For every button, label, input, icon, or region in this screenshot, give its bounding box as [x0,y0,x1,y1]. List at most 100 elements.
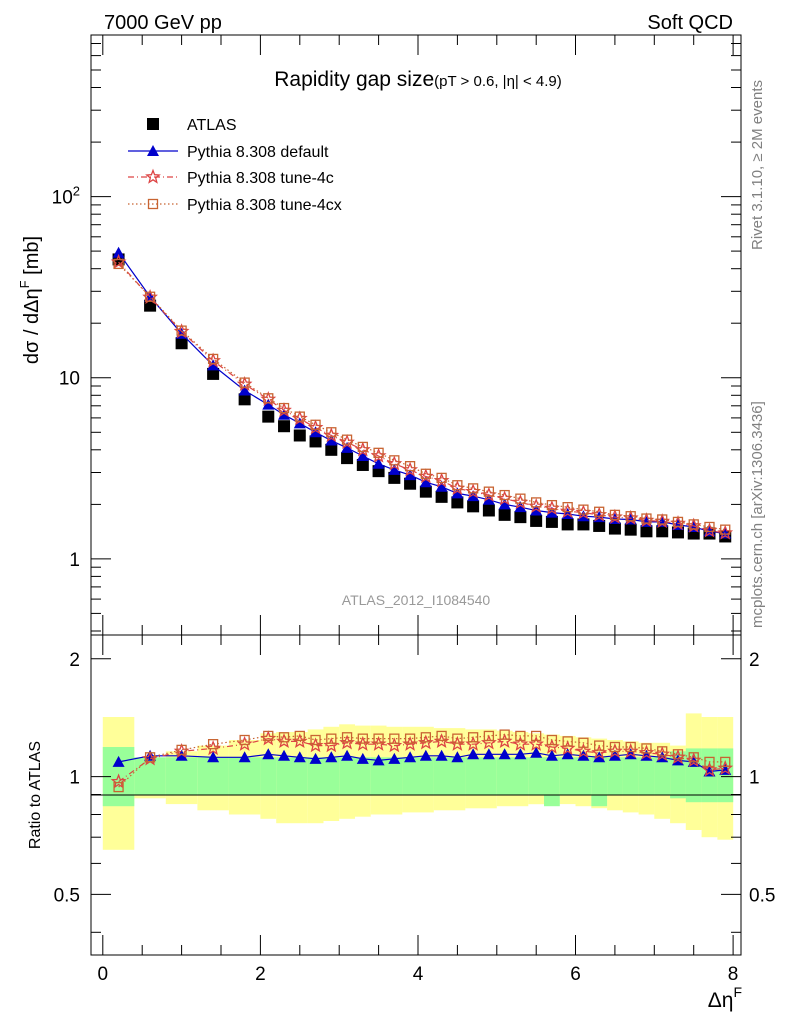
main-series-2-point [467,490,480,502]
main-series-4-point [515,493,526,504]
stat-band-bin [197,757,229,795]
stat-band-bin [481,757,497,795]
main-series-1-point [640,525,653,538]
stat-band-bin [449,757,466,795]
main-series-1-point [309,435,322,448]
stat-band-bin [386,757,403,795]
stat-band-bin [307,757,324,795]
main-series-2-point [238,384,251,396]
ratio-series-1-point [356,752,369,764]
ratio-series-3-point [176,744,187,756]
main-series-4-point [278,402,290,414]
main-series-2-point [293,417,306,429]
main-y-tick-label-exponent: 2 [73,184,80,199]
stat-band-bin [559,757,576,795]
main-series-1-point [175,337,188,350]
main-series-4-point [578,504,589,515]
ratio-series-1-point [593,751,606,763]
main-series-4-point [531,497,542,508]
main-series-2-point [341,441,354,453]
main-series-1-point [356,458,369,471]
ratio-series-1-point [482,748,495,760]
stat-band-bin [496,757,513,795]
stat-band-bin [512,757,529,795]
stat-band-bin [544,757,560,807]
ratio-series-1-point [278,749,291,761]
stat-band-bin [528,757,545,795]
stat-band-bin [134,757,166,795]
main-series-4-point [499,489,510,501]
main-series-2-point [278,408,291,420]
main-series-4-point [546,499,558,511]
analysis-id-label: ATLAS_2012_I1084540 [342,592,491,608]
main-series-2-point [451,487,464,499]
ratio-series-1-point [372,754,385,766]
ratio-y-axis-label: Ratio to ATLAS [27,741,44,849]
main-series-4-point [404,461,416,472]
ratio-series-1-point [435,749,448,761]
main-series-4-point [239,377,250,388]
ratio-panel: 0.5 0.5 1 1 2 2 0 2 4 6 8 Ratio to ATLAS [27,634,775,985]
main-series-1-point [451,496,464,509]
stat-band-bin [418,757,434,795]
legend: ATLAS Pythia 8.308 default Pythia 8.308 tu… [128,117,342,214]
main-series-1-point [388,471,401,484]
ratio-series-3-point [609,741,621,753]
ratio-series-1-point [325,751,338,763]
main-series-1-point [482,504,495,517]
ratio-series-3-point [704,756,715,768]
main-series-4-point [452,480,463,491]
stat-band-bin [433,757,450,795]
ratio-series-3-point [263,730,274,742]
main-series-4-point [294,411,305,422]
ratio-series-3-point [404,733,416,744]
main-series-1-point [404,477,417,490]
x-tick-label: 4 [413,964,424,985]
main-series-4-point [113,258,124,270]
main-data-marks [110,246,734,543]
ratio-series-3-point [531,730,542,742]
main-series-4-point [594,506,605,517]
main-series-2-point [514,501,527,513]
ratio-series-2-point [528,735,545,751]
main-series-2-point [112,246,125,258]
ratio-series-3-point [239,734,250,746]
legend-entry-label: ATLAS [187,117,237,134]
main-title: Rapidity gap size(pT > 0.6, |η| < 4.9) [274,68,562,91]
main-series-1-point [467,500,480,513]
ratio-series-1-point [530,746,543,758]
ratio-series-3-point [207,739,219,750]
legend-entry-label: Pythia 8.308 default [187,144,329,161]
ratio-series-3-point [483,730,495,742]
ratio-y-tick-label: 2 [69,650,80,671]
ratio-series-3-point [594,740,605,751]
ratio-series-1-point [341,749,354,761]
legend-entry-label: Pythia 8.308 tune-4c [187,170,334,187]
ratio-series-1-point [467,748,480,760]
main-series-4-line [118,263,726,531]
ratio-series-1-point [451,751,464,763]
stat-band-bin [260,757,277,795]
main-series-1-point [293,429,306,442]
beam-energy-label: 7000 GeV pp [104,12,222,34]
main-series-1-point [278,420,291,433]
stat-band-bin [402,757,418,795]
ratio-y-tick-label-right: 0.5 [749,885,775,906]
stat-band-bin [339,757,355,795]
main-title-cut: (pT > 0.6, |η| < 4.9) [434,73,562,90]
stat-band-bin [276,757,292,795]
main-series-1-point [325,443,338,456]
ratio-uncertainty-bands [102,713,734,850]
ratio-series-3-point [720,756,731,768]
main-series-4-point [657,514,668,525]
main-series-4-point [672,516,684,528]
ratio-series-3-point [452,733,463,744]
ratio-series-1-point [561,748,574,760]
main-series-1-point [341,452,354,465]
stat-band-bin [370,757,387,795]
main-series-1-point [530,514,543,527]
legend-marker [147,145,159,156]
main-series-4-point [483,486,495,497]
